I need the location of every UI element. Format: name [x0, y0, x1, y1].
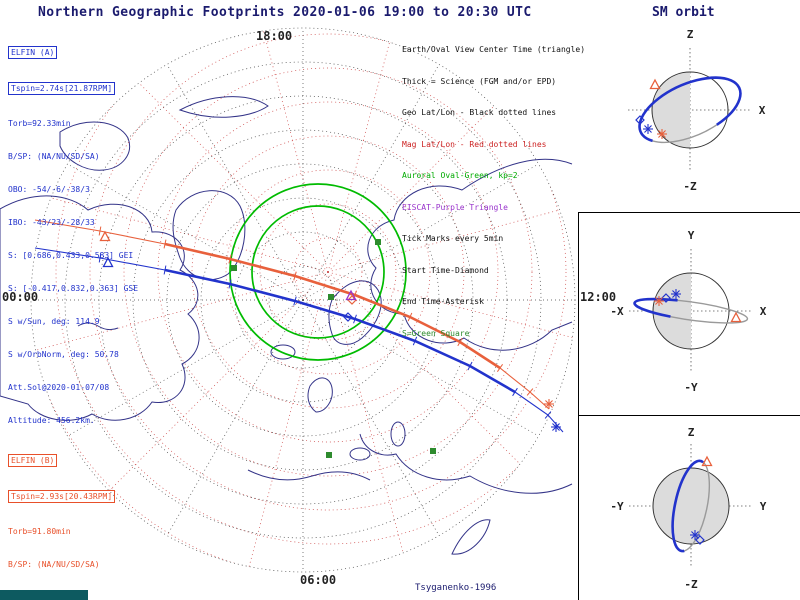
axis-label: Y: [760, 500, 767, 513]
axis-label: -Z: [683, 180, 697, 193]
coastlines-graphic: [0, 96, 573, 555]
elfin-a-line: S w/Sun, deg: 114.9: [8, 317, 100, 326]
clock-label-12: 12:00: [580, 290, 616, 304]
elfin-a-line: Torb=92.33min: [8, 119, 71, 128]
elfin-a-line: IBO: -43/23/-28/33: [8, 218, 95, 227]
axis-label: X: [760, 305, 767, 318]
elfin-b-name: ELFIN (B): [8, 454, 58, 467]
legend-item: Mag Lat/Lon - Red dotted lines: [402, 139, 547, 149]
axis-label: Y: [688, 229, 695, 242]
elfin-a-info-block: ELFIN (A) Tspin=2.74s[21.87RPM] Torb=92.…: [8, 24, 138, 448]
axis-label: Z: [688, 426, 695, 439]
sm-orbit-title: SM orbit: [652, 5, 715, 20]
legend-item: Tick Marks every 5min: [402, 234, 504, 243]
elfin-a-name: ELFIN (A): [8, 46, 58, 59]
clock-label-00: 00:00: [2, 290, 38, 304]
model-credit: Tsyganenko-1996: [415, 583, 497, 593]
taskbar-fragment: [0, 590, 88, 600]
legend-item: Geo Lat/Lon - Black dotted lines: [402, 108, 557, 117]
legend-item: Earth/Oval View Center Time (triangle): [402, 45, 586, 54]
elfin-b-tspin: Tspin=2.93s[20.43RPM]: [8, 490, 116, 503]
legend-item: Thick = Science (FGM and/or EPD): [402, 76, 557, 86]
elfin-b-line: Torb=91.80min: [8, 527, 71, 536]
legend-item: S=Green Square: [402, 328, 470, 338]
elfin-a-line: OBO: -54/-6/-38/3: [8, 185, 90, 194]
axis-label: -X: [610, 305, 624, 318]
sm-orbit-panel-xz: Z X -Z: [578, 8, 800, 212]
elfin-a-line: Altitude: 456.2km.: [8, 416, 95, 425]
axis-label: Z: [687, 28, 694, 41]
axis-label: X: [759, 104, 766, 117]
map-grid: [30, 27, 576, 573]
chart-title: Northern Geographic Footprints 2020-01-0…: [38, 5, 532, 20]
elfin-b-line: B/SP: (NA/NU/SD/SA): [8, 560, 100, 569]
orbit-tracks-layer: [34, 183, 564, 458]
legend-item: EISCAT-Purple Triangle: [402, 202, 508, 212]
elfin-a-line: S w/OrbNorm, deg: 50.78: [8, 350, 119, 359]
legend-item: Auroral Oval-Green, kp=2: [402, 171, 518, 180]
elfin-a-line: Att.Sol@2020-01-07/08: [8, 383, 110, 392]
clock-label-18: 18:00: [256, 29, 292, 43]
polar-footprint-map: 18:00 00:00 12:00 06:00: [0, 27, 616, 587]
elfin-a-line: S: [-0.417,0.832,0.363] GSE: [8, 284, 139, 293]
elfin-a-line: S: [0.686,0.433,0.583] GEI: [8, 251, 134, 260]
elfin-a-tspin: Tspin=2.74s[21.87RPM]: [8, 82, 116, 95]
sm-orbit-panel-yz: Z Y -Z -Y: [578, 415, 800, 600]
axis-label: -Z: [684, 578, 698, 591]
credits-block: Tsyganenko-1996 Created: Mon Jan 23 14:2…: [415, 556, 594, 600]
map-legend: Earth/Oval View Center Time (triangle) T…: [402, 24, 585, 360]
legend-item: End Time-Asterisk: [402, 297, 484, 306]
elfin-a-line: B/SP: (NA/NU/SD/SA): [8, 152, 100, 161]
axis-label: -Y: [610, 500, 624, 513]
sm-orbit-panel-xy: Y X -Y -X: [578, 212, 800, 415]
axis-label: -Y: [684, 381, 698, 394]
legend-item: Start Time-Diamond: [402, 265, 489, 275]
clock-label-06: 06:00: [300, 573, 336, 587]
elfin-b-info-block: ELFIN (B) Tspin=2.93s[20.43RPM] Torb=91.…: [8, 432, 143, 600]
